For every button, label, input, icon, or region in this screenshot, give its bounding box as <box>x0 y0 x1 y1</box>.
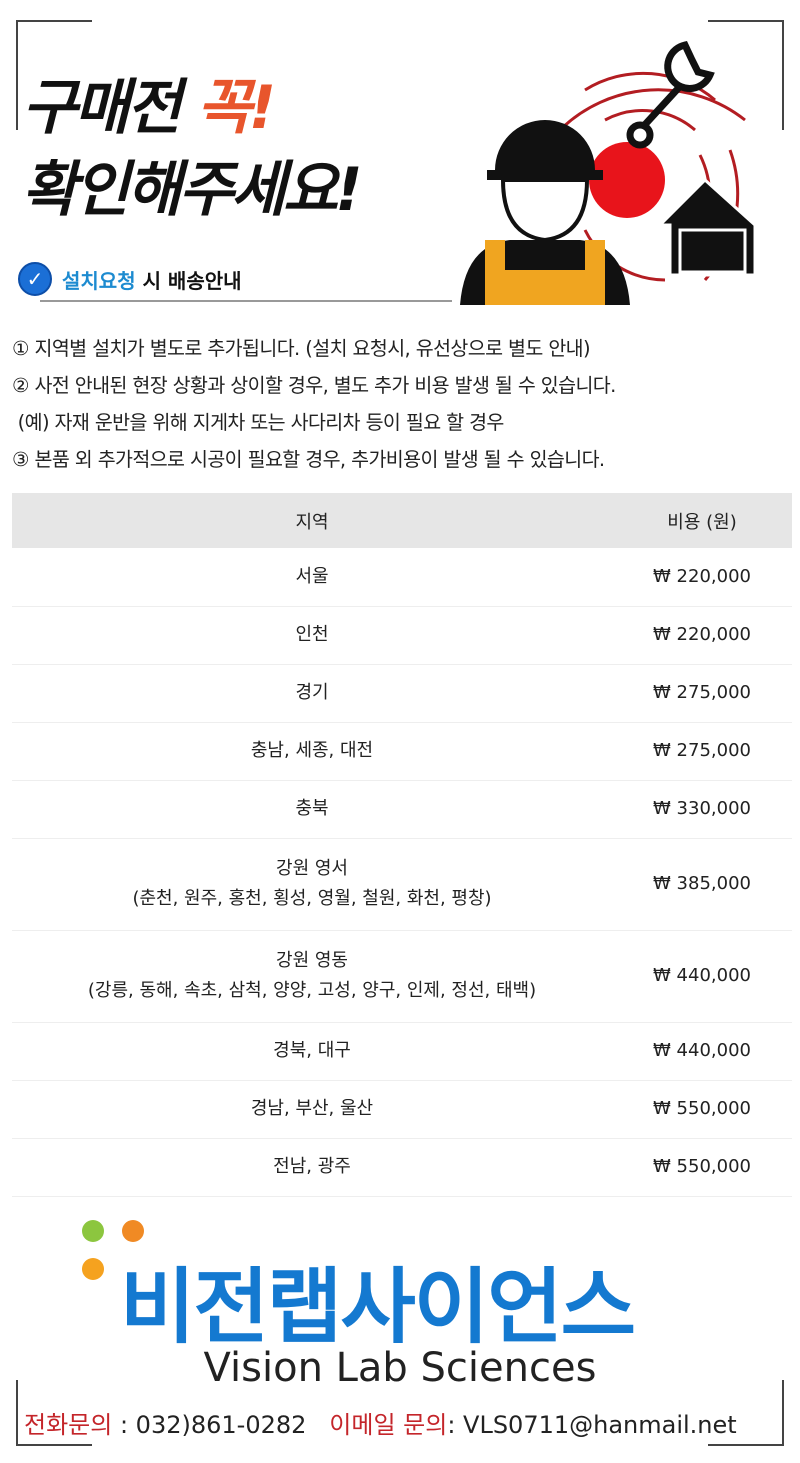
cost-cell: ₩ 440,000 <box>612 930 792 1023</box>
region-cell: 서울 <box>12 548 612 607</box>
region-cell: 충남, 세종, 대전 <box>12 722 612 781</box>
cost-cell: ₩ 220,000 <box>612 548 792 607</box>
notice-item: ③ 본품 외 추가적으로 시공이 필요할 경우, 추가비용이 발생 될 수 있습… <box>12 448 605 471</box>
headline-line2: 확인해주세요! <box>22 155 363 225</box>
table-row: 강원 영서 (춘천, 원주, 홍천, 횡성, 영월, 철원, 화천, 평창) ₩ 3… <box>12 838 792 931</box>
table-row: 충남, 세종, 대전 ₩ 275,000 <box>12 722 792 781</box>
logo-korean: 비전랩사이언스 <box>120 1260 636 1355</box>
headline-line1: 구매전 꼭! <box>22 78 276 138</box>
region-name: 인천 <box>295 624 329 645</box>
region-subareas: (춘천, 원주, 홍천, 횡성, 영월, 철원, 화천, 평창) <box>132 888 492 909</box>
frame-corner <box>708 1380 784 1446</box>
region-name: 강원 영동 <box>276 950 348 971</box>
headline-accent: 꼭! <box>196 73 277 143</box>
column-header-cost: 비용 (원) <box>612 493 792 548</box>
cost-cell: ₩ 275,000 <box>612 722 792 781</box>
email-address: : VLS0711@hanmail.net <box>447 1411 737 1439</box>
cost-cell: ₩ 550,000 <box>612 1138 792 1197</box>
region-cell: 전남, 광주 <box>12 1138 612 1197</box>
logo-dot-orange <box>82 1258 104 1280</box>
headline-text: 구매전 <box>22 73 182 143</box>
email-label: 이메일 문의 <box>329 1411 448 1439</box>
check-icon: ✓ <box>18 262 52 296</box>
table-row: 경북, 대구 ₩ 440,000 <box>12 1022 792 1081</box>
region-name: 충북 <box>295 798 329 819</box>
logo-dot-orange <box>122 1220 144 1242</box>
region-name: 강원 영서 <box>276 858 348 879</box>
install-cost-table: 지역 비용 (원) 서울 ₩ 220,000 인천 ₩ 220,000 경기 ₩ 275,… <box>12 493 792 1197</box>
table-row: 강원 영동 (강릉, 동해, 속초, 삼척, 양양, 고성, 양구, 인제, 정선… <box>12 930 792 1023</box>
region-cell: 인천 <box>12 606 612 665</box>
frame-corner <box>16 20 92 130</box>
table-row: 경기 ₩ 275,000 <box>12 664 792 723</box>
region-cell: 경기 <box>12 664 612 723</box>
region-name: 경남, 부산, 울산 <box>250 1098 374 1119</box>
phone-number: : 032)861-0282 <box>112 1411 307 1439</box>
cost-cell: ₩ 550,000 <box>612 1080 792 1139</box>
cost-cell: ₩ 275,000 <box>612 664 792 723</box>
region-cell: 충북 <box>12 780 612 839</box>
region-cell: 경남, 부산, 울산 <box>12 1080 612 1139</box>
cost-cell: ₩ 330,000 <box>612 780 792 839</box>
subtitle-highlight: 설치요청 <box>62 268 136 293</box>
column-header-region: 지역 <box>12 493 612 548</box>
subtitle-rest: 시 배송안내 <box>135 268 242 293</box>
notice-list: ① 지역별 설치가 별도로 추가됩니다. (설치 요청시, 유선상으로 별도 안… <box>12 330 616 478</box>
region-cell: 경북, 대구 <box>12 1022 612 1081</box>
notice-item: ① 지역별 설치가 별도로 추가됩니다. (설치 요청시, 유선상으로 별도 안… <box>12 337 591 360</box>
frame-corner <box>16 1380 92 1446</box>
frame-corner <box>708 20 784 130</box>
region-subareas: (강릉, 동해, 속초, 삼척, 양양, 고성, 양구, 인제, 정선, 태백) <box>87 980 537 1001</box>
cost-cell: ₩ 440,000 <box>612 1022 792 1081</box>
region-cell: 강원 영동 (강릉, 동해, 속초, 삼척, 양양, 고성, 양구, 인제, 정선… <box>12 930 612 1023</box>
install-delivery-subtitle: ✓ 설치요청 시 배송안내 <box>18 262 242 296</box>
subtitle-text: 설치요청 시 배송안내 <box>62 265 242 294</box>
region-cell: 강원 영서 (춘천, 원주, 홍천, 횡성, 영월, 철원, 화천, 평창) <box>12 838 612 931</box>
table-row: 충북 ₩ 330,000 <box>12 780 792 839</box>
phone-label: 전화문의 <box>24 1411 113 1439</box>
region-name: 전남, 광주 <box>273 1156 351 1177</box>
table-row: 전남, 광주 ₩ 550,000 <box>12 1138 792 1197</box>
logo-dot-green <box>82 1220 104 1242</box>
table-header-row: 지역 비용 (원) <box>12 493 792 548</box>
installer-worker-icon <box>460 40 757 305</box>
table-row: 인천 ₩ 220,000 <box>12 606 792 665</box>
region-name: 서울 <box>295 565 329 587</box>
cost-cell: ₩ 220,000 <box>612 606 792 665</box>
contact-info: 전화문의 : 032)861-0282 이메일 문의: VLS0711@hanm… <box>24 1405 737 1440</box>
region-name: 경기 <box>295 682 329 703</box>
region-name: 충남, 세종, 대전 <box>250 740 374 761</box>
cost-cell: ₩ 385,000 <box>612 838 792 931</box>
region-name: 경북, 대구 <box>273 1040 351 1061</box>
notice-item: ② 사전 안내된 현장 상황과 상이할 경우, 별도 추가 비용 발생 될 수 … <box>12 374 616 397</box>
table-row: 서울 ₩ 220,000 <box>12 548 792 607</box>
table-row: 경남, 부산, 울산 ₩ 550,000 <box>12 1080 792 1139</box>
notice-item: (예) 자재 운반을 위해 지게차 또는 사다리차 등이 필요 할 경우 <box>12 411 505 434</box>
logo-english: Vision Lab Sciences <box>203 1345 597 1391</box>
divider <box>40 300 452 302</box>
